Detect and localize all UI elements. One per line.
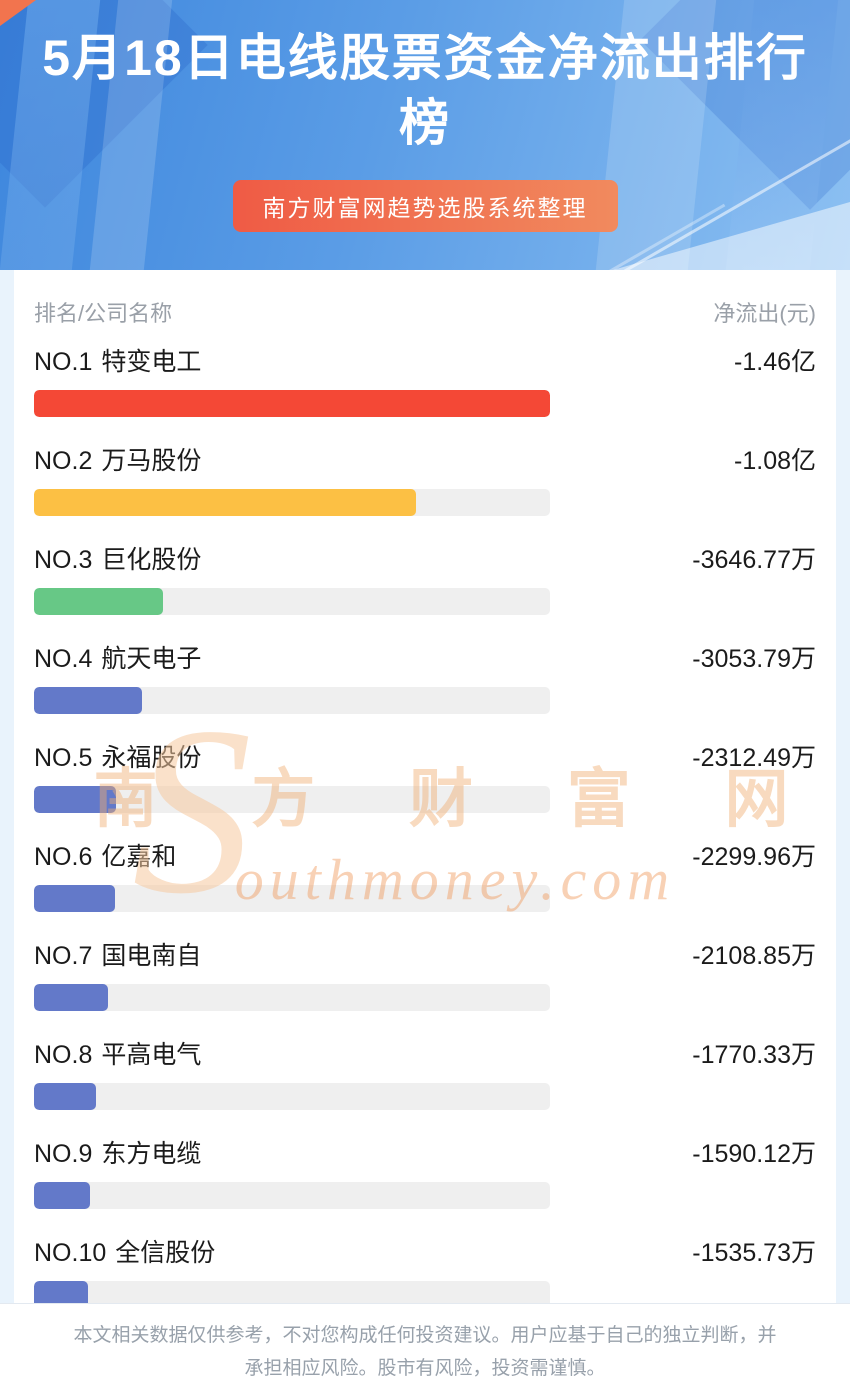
source-badge: 南方财富网趋势选股系统整理 bbox=[232, 180, 618, 232]
rank-label: NO.4 bbox=[34, 645, 93, 673]
list-item: NO.4 航天电子 -3053.79万 bbox=[34, 639, 816, 714]
list-item-header: NO.2 万马股份 -1.08亿 bbox=[34, 441, 816, 477]
rank-company-label: NO.9 东方电缆 bbox=[34, 1134, 201, 1170]
list-item: NO.2 万马股份 -1.08亿 bbox=[34, 441, 816, 516]
outflow-value: -1.46亿 bbox=[734, 348, 816, 376]
outflow-value: -2299.96万 bbox=[692, 843, 816, 871]
bar-fill bbox=[34, 390, 551, 417]
list-item: NO.3 巨化股份 -3646.77万 bbox=[34, 540, 816, 615]
list-item-header: NO.10 全信股份 -1535.73万 bbox=[34, 1233, 816, 1269]
bar-fill bbox=[34, 984, 109, 1011]
rank-label: NO.6 bbox=[34, 843, 93, 871]
column-header-outflow: 净流出(元) bbox=[713, 301, 816, 326]
outflow-value: -1.08亿 bbox=[734, 447, 816, 475]
bar-fill bbox=[34, 1083, 97, 1110]
page-title: 5月18日电线股票资金净流出排行榜 bbox=[42, 30, 808, 151]
rank-label: NO.2 bbox=[34, 447, 93, 475]
list-item: NO.7 国电南自 -2108.85万 bbox=[34, 936, 816, 1011]
footer-disclaimer: 本文相关数据仅供参考，不对您构成任何投资建议。用户应基于自己的独立判断，并承担相… bbox=[0, 1303, 850, 1400]
header-banner: 5月18日电线股票资金净流出排行榜 南方财富网趋势选股系统整理 bbox=[0, 0, 850, 270]
outflow-value: -2108.85万 bbox=[692, 942, 816, 970]
bar-fill bbox=[34, 588, 164, 615]
list-item: NO.5 永福股份 -2312.49万 bbox=[34, 738, 816, 813]
company-name: 永福股份 bbox=[101, 744, 202, 772]
bar-fill bbox=[34, 786, 116, 813]
rank-label: NO.8 bbox=[34, 1041, 93, 1069]
company-name: 特变电工 bbox=[101, 348, 202, 376]
source-badge-wrap: 南方财富网趋势选股系统整理 bbox=[0, 180, 850, 232]
bar-track bbox=[34, 984, 551, 1011]
bar-track bbox=[34, 687, 551, 714]
rank-company-label: NO.8 平高电气 bbox=[34, 1035, 201, 1071]
company-name: 东方电缆 bbox=[101, 1140, 202, 1168]
column-headers: 排名/公司名称 净流出(元) bbox=[34, 296, 816, 328]
ranking-card: 排名/公司名称 净流出(元) NO.1 特变电工 -1.46亿 NO.2 万马股份 … bbox=[14, 270, 836, 1303]
bar-track bbox=[34, 390, 551, 417]
list-item: NO.8 平高电气 -1770.33万 bbox=[34, 1035, 816, 1110]
rank-company-label: NO.10 全信股份 bbox=[34, 1233, 215, 1269]
rank-company-label: NO.5 永福股份 bbox=[34, 738, 201, 774]
rank-label: NO.10 bbox=[34, 1239, 107, 1267]
rank-company-label: NO.7 国电南自 bbox=[34, 936, 201, 972]
column-header-rank-name: 排名/公司名称 bbox=[34, 301, 173, 326]
outflow-value: -1590.12万 bbox=[692, 1140, 816, 1168]
rank-company-label: NO.6 亿嘉和 bbox=[34, 837, 176, 873]
main: 排名/公司名称 净流出(元) NO.1 特变电工 -1.46亿 NO.2 万马股份 … bbox=[0, 270, 850, 1303]
rank-company-label: NO.2 万马股份 bbox=[34, 441, 201, 477]
outflow-value: -1535.73万 bbox=[692, 1239, 816, 1267]
list-item-header: NO.1 特变电工 -1.46亿 bbox=[34, 342, 816, 378]
company-name: 万马股份 bbox=[101, 447, 202, 475]
rank-label: NO.9 bbox=[34, 1140, 93, 1168]
list-item: NO.6 亿嘉和 -2299.96万 bbox=[34, 837, 816, 912]
bar-track bbox=[34, 786, 551, 813]
list-item-header: NO.4 航天电子 -3053.79万 bbox=[34, 639, 816, 675]
company-name: 平高电气 bbox=[101, 1041, 202, 1069]
bar-fill bbox=[34, 1281, 89, 1303]
outflow-value: -3646.77万 bbox=[692, 546, 816, 574]
company-name: 国电南自 bbox=[101, 942, 202, 970]
list-item: NO.10 全信股份 -1535.73万 bbox=[34, 1233, 816, 1303]
rank-label: NO.7 bbox=[34, 942, 93, 970]
company-name: 巨化股份 bbox=[101, 546, 202, 574]
bar-track bbox=[34, 885, 551, 912]
list-item-header: NO.8 平高电气 -1770.33万 bbox=[34, 1035, 816, 1071]
bar-track bbox=[34, 489, 551, 516]
orange-corner-shape bbox=[0, 0, 36, 26]
rank-label: NO.3 bbox=[34, 546, 93, 574]
ranking-list: NO.1 特变电工 -1.46亿 NO.2 万马股份 -1.08亿 NO.3 巨化股份… bbox=[34, 342, 816, 1303]
rank-company-label: NO.3 巨化股份 bbox=[34, 540, 201, 576]
bar-track bbox=[34, 588, 551, 615]
rank-company-label: NO.1 特变电工 bbox=[34, 342, 201, 378]
bar-fill bbox=[34, 687, 142, 714]
bar-fill bbox=[34, 885, 116, 912]
list-item-header: NO.9 东方电缆 -1590.12万 bbox=[34, 1134, 816, 1170]
rank-label: NO.5 bbox=[34, 744, 93, 772]
company-name: 全信股份 bbox=[115, 1239, 216, 1267]
bar-track bbox=[34, 1182, 551, 1209]
outflow-value: -3053.79万 bbox=[692, 645, 816, 673]
list-item-header: NO.7 国电南自 -2108.85万 bbox=[34, 936, 816, 972]
list-item-header: NO.3 巨化股份 -3646.77万 bbox=[34, 540, 816, 576]
rank-company-label: NO.4 航天电子 bbox=[34, 639, 201, 675]
rank-label: NO.1 bbox=[34, 348, 93, 376]
list-item-header: NO.5 永福股份 -2312.49万 bbox=[34, 738, 816, 774]
company-name: 亿嘉和 bbox=[101, 843, 177, 871]
list-item: NO.9 东方电缆 -1590.12万 bbox=[34, 1134, 816, 1209]
outflow-value: -2312.49万 bbox=[692, 744, 816, 772]
disclaimer-text: 本文相关数据仅供参考，不对您构成任何投资建议。用户应基于自己的独立判断，并承担相… bbox=[73, 1324, 777, 1379]
bar-track bbox=[34, 1083, 551, 1110]
list-item: NO.1 特变电工 -1.46亿 bbox=[34, 342, 816, 417]
company-name: 航天电子 bbox=[101, 645, 202, 673]
bar-fill bbox=[34, 489, 416, 516]
bar-track bbox=[34, 1281, 551, 1303]
bar-fill bbox=[34, 1182, 91, 1209]
outflow-value: -1770.33万 bbox=[692, 1041, 816, 1069]
list-item-header: NO.6 亿嘉和 -2299.96万 bbox=[34, 837, 816, 873]
